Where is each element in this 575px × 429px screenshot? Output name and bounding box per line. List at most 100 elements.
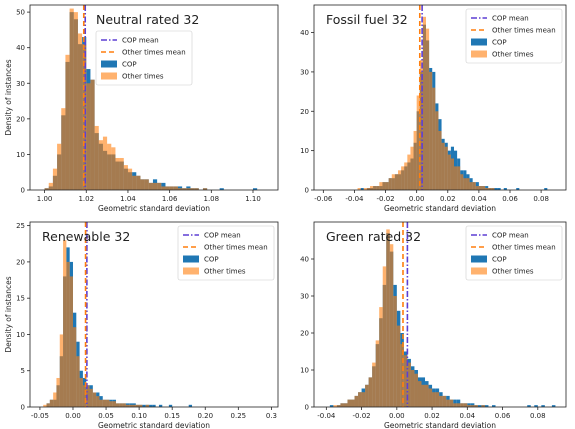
histogram-bar bbox=[177, 188, 183, 190]
x-tick-label: -0.02 bbox=[376, 195, 394, 203]
histogram-bar bbox=[449, 399, 454, 407]
histogram-bar bbox=[161, 186, 166, 190]
histogram-bar bbox=[432, 87, 436, 190]
x-tick-label: 0.08 bbox=[533, 195, 549, 203]
y-tick-label: 10 bbox=[300, 367, 309, 375]
histogram-bar bbox=[202, 188, 208, 190]
histogram-bar bbox=[494, 188, 498, 190]
histogram-bar bbox=[358, 392, 362, 407]
histogram-bar bbox=[463, 403, 468, 407]
axes-frame bbox=[313, 221, 567, 408]
histogram-bar bbox=[454, 166, 458, 190]
y-tick-label: 0 bbox=[305, 187, 309, 195]
histogram-bar bbox=[453, 403, 457, 407]
legend-box bbox=[95, 30, 193, 86]
histogram-bar bbox=[90, 79, 95, 190]
histogram-bar bbox=[363, 188, 367, 190]
histogram-bar bbox=[534, 405, 538, 407]
histogram-bar bbox=[122, 403, 126, 407]
histogram-bar bbox=[92, 392, 97, 407]
histogram-bar bbox=[148, 182, 153, 190]
histogram-bar bbox=[72, 327, 77, 407]
histogram-bar bbox=[422, 16, 426, 191]
histogram-bar bbox=[102, 136, 108, 190]
histogram-bar bbox=[497, 188, 501, 190]
histogram-bar bbox=[66, 261, 70, 407]
histogram-bar bbox=[343, 403, 348, 407]
axes-frame bbox=[313, 4, 567, 191]
histogram-bar bbox=[190, 188, 195, 190]
histogram-bar bbox=[544, 188, 548, 190]
legend-box bbox=[465, 225, 563, 281]
histogram-bar bbox=[491, 188, 495, 190]
y-tick-label: 5 bbox=[21, 367, 25, 375]
x-tick-label: 0.00 bbox=[65, 412, 81, 420]
y-axis-label: Density of instances bbox=[4, 276, 13, 352]
y-tick-label: 40 bbox=[300, 256, 309, 264]
histogram-bar bbox=[132, 404, 136, 407]
x-tick-label: 0.10 bbox=[131, 412, 147, 420]
y-tick-label: 40 bbox=[300, 29, 309, 37]
histogram-bar bbox=[69, 8, 74, 191]
legend-label: Other times bbox=[122, 73, 164, 81]
histogram-bar bbox=[435, 111, 439, 190]
histogram-bar bbox=[77, 33, 83, 191]
legend-label: Other times mean bbox=[492, 27, 556, 35]
histogram-bar bbox=[111, 147, 116, 190]
histogram-bar bbox=[407, 362, 411, 407]
histogram-bar bbox=[354, 395, 359, 407]
histogram-bar bbox=[444, 146, 448, 190]
x-tick-label: 0.05 bbox=[98, 412, 114, 420]
x-axis-label: Geometric standard deviation bbox=[384, 204, 496, 213]
y-tick-label: 10 bbox=[16, 331, 25, 339]
legend-label: COP bbox=[204, 256, 219, 264]
histogram-bar bbox=[379, 307, 383, 407]
histogram-bar bbox=[61, 108, 66, 190]
histogram-bar bbox=[438, 130, 442, 190]
histogram-bar bbox=[413, 130, 417, 190]
x-tick-label: 0.25 bbox=[231, 412, 247, 420]
histogram-bar bbox=[347, 399, 351, 407]
histogram-bar bbox=[442, 395, 447, 407]
histogram-bar bbox=[73, 12, 78, 191]
histogram-bar bbox=[53, 392, 57, 407]
legend-label: COP mean bbox=[492, 232, 529, 240]
chart-panel-1: 1.00 1.02 1.04 1.06 1.08 1.10 0 10 20 30 40 50 Geome… bbox=[4, 4, 279, 213]
y-tick-label: 10 bbox=[16, 151, 25, 159]
histogram-bar bbox=[463, 178, 467, 190]
histogram-bar bbox=[94, 125, 99, 190]
histogram-bar bbox=[43, 404, 47, 407]
x-tick-label: 0.3 bbox=[266, 412, 277, 420]
axes-frame bbox=[29, 221, 279, 408]
histogram-bar bbox=[475, 186, 479, 190]
x-tick-label: 1.04 bbox=[120, 195, 136, 203]
legend-label: COP mean bbox=[122, 37, 159, 45]
legend: COP mean Other times mean COP Other times bbox=[95, 30, 193, 86]
histogram-bar bbox=[98, 140, 103, 190]
chart-panel-2: -0.06 -0.04 -0.02 0.00 0.02 0.04 0.06 0.08 0 10 20… bbox=[300, 4, 567, 213]
chart-title: Fossil fuel 32 bbox=[326, 12, 408, 27]
histogram-bar bbox=[414, 373, 418, 407]
histogram-bar bbox=[365, 384, 369, 407]
x-axis-label: Geometric standard deviation bbox=[98, 204, 210, 213]
histogram-bar bbox=[333, 405, 337, 407]
x-tick-label: 1.06 bbox=[162, 195, 178, 203]
legend-label: Other times bbox=[492, 268, 534, 276]
histogram-bar bbox=[361, 392, 366, 407]
histogram-bar bbox=[426, 28, 430, 191]
histogram-bar bbox=[474, 405, 478, 407]
histogram-bar bbox=[44, 188, 49, 190]
x-tick-label: 0.02 bbox=[424, 412, 440, 420]
histogram-bar bbox=[425, 384, 429, 407]
histogram-bar bbox=[376, 186, 380, 190]
histogram-bar bbox=[79, 377, 83, 407]
x-tick-label: 0.00 bbox=[409, 195, 425, 203]
histogram-bar bbox=[410, 146, 414, 190]
histogram-bar bbox=[165, 186, 170, 190]
histogram-bar bbox=[460, 174, 464, 190]
histogram-bar bbox=[149, 404, 153, 407]
histogram-bar bbox=[385, 182, 389, 190]
histogram-bar bbox=[360, 188, 364, 190]
y-tick-label: 30 bbox=[300, 68, 309, 76]
legend-label: Other times bbox=[204, 268, 246, 276]
